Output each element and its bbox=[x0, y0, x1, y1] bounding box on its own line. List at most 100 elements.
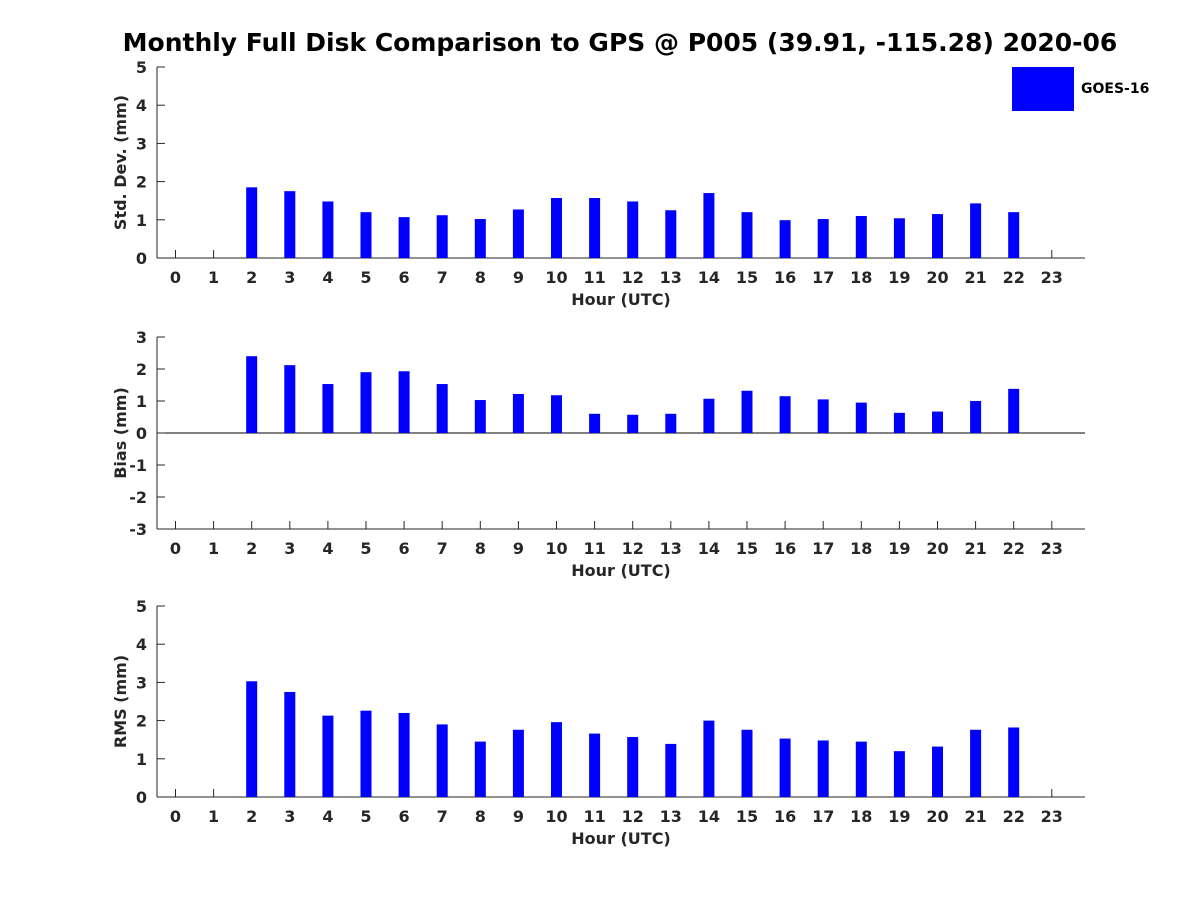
bar bbox=[360, 212, 372, 258]
x-tick-label: 13 bbox=[660, 807, 682, 826]
y-tick-label: 1 bbox=[136, 211, 147, 230]
x-tick-label: 2 bbox=[246, 807, 257, 826]
bar bbox=[932, 214, 943, 258]
y-tick-label: 2 bbox=[136, 712, 147, 731]
bar bbox=[665, 413, 677, 433]
x-tick-label: 5 bbox=[360, 268, 371, 287]
x-tick-label: 6 bbox=[399, 539, 410, 558]
x-tick-label: 0 bbox=[170, 807, 181, 826]
bar bbox=[779, 396, 791, 433]
y-tick-label: 4 bbox=[136, 96, 147, 115]
x-tick-label: 21 bbox=[964, 268, 986, 287]
bar bbox=[932, 746, 943, 797]
bar bbox=[246, 681, 258, 797]
x-tick-label: 20 bbox=[926, 539, 948, 558]
bar bbox=[741, 390, 753, 433]
bar bbox=[284, 691, 296, 797]
x-tick-label: 10 bbox=[545, 268, 567, 287]
bar bbox=[970, 401, 982, 433]
x-tick-label: 3 bbox=[284, 268, 295, 287]
bar bbox=[512, 209, 524, 258]
bar bbox=[1008, 727, 1020, 797]
x-tick-label: 21 bbox=[964, 807, 986, 826]
x-tick-label: 2 bbox=[246, 268, 257, 287]
bar bbox=[551, 722, 562, 797]
x-tick-label: 21 bbox=[964, 539, 986, 558]
y-tick-label: 5 bbox=[136, 58, 147, 77]
x-tick-label: 3 bbox=[284, 807, 295, 826]
x-tick-label: 23 bbox=[1041, 539, 1063, 558]
bar bbox=[474, 219, 486, 258]
bar bbox=[970, 729, 982, 797]
bar bbox=[322, 201, 334, 258]
bar bbox=[512, 729, 524, 797]
x-tick-label: 13 bbox=[660, 268, 682, 287]
bar bbox=[627, 201, 639, 258]
bar bbox=[893, 218, 905, 258]
x-tick-label: 12 bbox=[622, 539, 644, 558]
x-tick-label: 14 bbox=[698, 539, 720, 558]
x-tick-label: 8 bbox=[475, 268, 486, 287]
bar bbox=[855, 741, 867, 797]
bar bbox=[360, 372, 372, 433]
x-tick-label: 18 bbox=[850, 539, 872, 558]
bar bbox=[855, 402, 867, 433]
bar bbox=[703, 720, 715, 797]
bar bbox=[817, 399, 829, 433]
x-tick-label: 20 bbox=[926, 268, 948, 287]
bar bbox=[512, 393, 524, 433]
bar bbox=[551, 198, 562, 258]
x-tick-label: 16 bbox=[774, 807, 796, 826]
y-tick-label: 3 bbox=[136, 328, 147, 347]
y-tick-label: -1 bbox=[129, 456, 147, 475]
bar bbox=[398, 371, 410, 433]
x-tick-label: 13 bbox=[660, 539, 682, 558]
y-tick-label: 3 bbox=[136, 673, 147, 692]
y-tick-label: -2 bbox=[129, 488, 147, 507]
x-tick-label: 12 bbox=[622, 268, 644, 287]
y-axis-label: Bias (mm) bbox=[111, 387, 130, 479]
x-tick-label: 23 bbox=[1041, 807, 1063, 826]
x-tick-label: 7 bbox=[437, 268, 448, 287]
x-tick-label: 1 bbox=[208, 807, 219, 826]
x-tick-label: 8 bbox=[475, 539, 486, 558]
x-tick-label: 19 bbox=[888, 268, 910, 287]
x-tick-label: 17 bbox=[812, 539, 834, 558]
x-tick-label: 6 bbox=[399, 807, 410, 826]
x-tick-label: 19 bbox=[888, 539, 910, 558]
y-tick-label: 4 bbox=[136, 635, 147, 654]
x-tick-label: 5 bbox=[360, 539, 371, 558]
x-tick-label: 18 bbox=[850, 268, 872, 287]
bar bbox=[665, 743, 677, 797]
x-tick-label: 12 bbox=[622, 807, 644, 826]
x-tick-label: 5 bbox=[360, 807, 371, 826]
legend-swatch bbox=[1012, 67, 1074, 111]
bar bbox=[665, 210, 677, 258]
x-tick-label: 15 bbox=[736, 268, 758, 287]
bar bbox=[474, 400, 486, 433]
x-tick-label: 16 bbox=[774, 539, 796, 558]
bar bbox=[817, 219, 829, 258]
y-axis-label: RMS (mm) bbox=[111, 655, 130, 748]
x-tick-label: 8 bbox=[475, 807, 486, 826]
x-tick-label: 18 bbox=[850, 807, 872, 826]
y-axis-label: Std. Dev. (mm) bbox=[111, 95, 130, 230]
bar bbox=[589, 733, 601, 797]
x-tick-label: 11 bbox=[583, 807, 605, 826]
bar bbox=[246, 187, 258, 258]
bar bbox=[322, 384, 334, 433]
bar bbox=[284, 365, 296, 433]
x-tick-label: 10 bbox=[545, 539, 567, 558]
x-tick-label: 6 bbox=[399, 268, 410, 287]
x-tick-label: 17 bbox=[812, 807, 834, 826]
legend-label: GOES-16 bbox=[1081, 81, 1150, 97]
x-tick-label: 9 bbox=[513, 539, 524, 558]
x-tick-label: 4 bbox=[322, 268, 333, 287]
bar bbox=[436, 215, 448, 258]
y-tick-label: 1 bbox=[136, 750, 147, 769]
bar bbox=[627, 737, 639, 797]
y-tick-label: 0 bbox=[136, 249, 147, 268]
x-tick-label: 9 bbox=[513, 268, 524, 287]
